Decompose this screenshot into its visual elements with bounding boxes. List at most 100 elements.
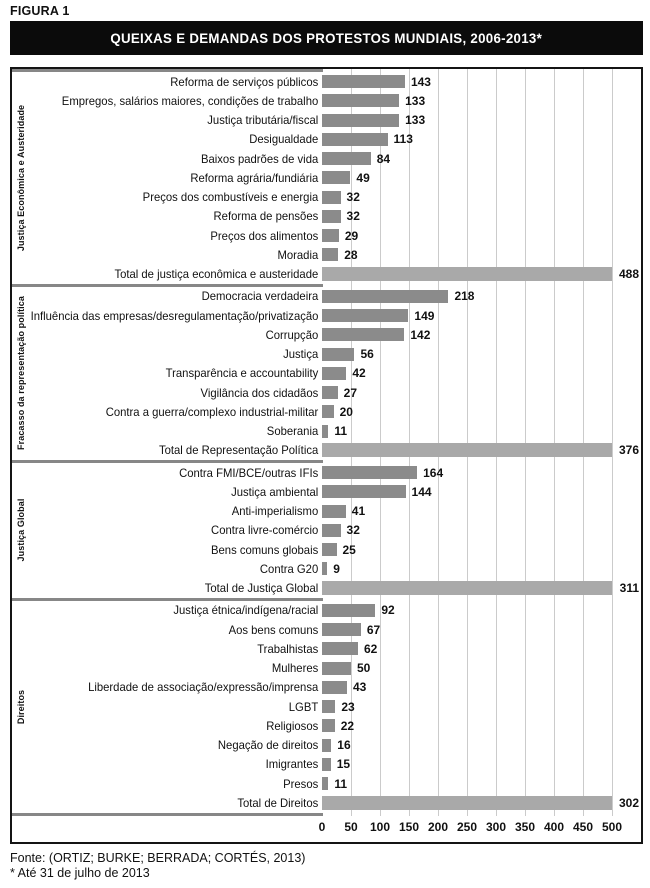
bar-value: 27 <box>343 385 358 400</box>
group-section: Direitos Justiça étnica/indígena/racial 92… <box>12 601 641 813</box>
figure-label: FIGURA 1 <box>10 4 70 18</box>
bar <box>322 485 406 499</box>
bar-area: 32 <box>322 207 641 226</box>
bar <box>322 75 405 89</box>
bar-value: 84 <box>376 151 391 166</box>
category-label: Reforma de pensões <box>213 209 319 224</box>
group-separator <box>12 283 323 287</box>
bar-value: 49 <box>356 170 370 185</box>
bar <box>322 113 400 127</box>
category-label: Transparência e accountability <box>165 366 319 381</box>
bar-row: Liberdade de associação/expressão/impren… <box>12 678 641 697</box>
category-label: Presos <box>283 776 319 791</box>
group-separator <box>12 812 323 816</box>
axis-tick-label: 100 <box>369 819 391 834</box>
gridline <box>525 69 526 816</box>
axis-tick-label: 200 <box>427 819 449 834</box>
bar <box>322 405 334 419</box>
category-label: Trabalhistas <box>257 641 319 656</box>
bar-row: Contra FMI/BCE/outras IFIs 164 <box>12 463 641 482</box>
bar-row: LGBT 23 <box>12 697 641 716</box>
total-bar <box>322 443 612 458</box>
group-section: Fracasso da representação política Democr… <box>12 287 641 460</box>
gridline <box>496 69 497 816</box>
bar-area: 133 <box>322 91 641 110</box>
bar-area: 376 <box>322 441 641 460</box>
bar-area: 143 <box>322 72 641 91</box>
bar <box>322 386 338 400</box>
category-label: Reforma agrária/fundiária <box>190 170 319 185</box>
total-row: Total de justiça econômica e austeridade… <box>12 265 641 284</box>
bar <box>322 94 400 108</box>
bar-area: 15 <box>322 755 641 774</box>
bar-area: 218 <box>322 287 641 306</box>
bar-value: 376 <box>618 443 639 458</box>
bar-area: 62 <box>322 639 641 658</box>
bar <box>322 523 341 537</box>
gridline <box>409 69 410 816</box>
bar-value: 56 <box>360 347 374 362</box>
bar <box>322 347 355 361</box>
bar-row: Reforma agrária/fundiária 49 <box>12 168 641 187</box>
gridline <box>351 69 352 816</box>
bar-row: Moradia 28 <box>12 245 641 264</box>
bar-area: 20 <box>322 402 641 421</box>
bar-row: Justiça 56 <box>12 345 641 364</box>
bar-row: Negação de direitos 16 <box>12 736 641 755</box>
total-label: Total de justiça econômica e austeridade <box>114 267 319 282</box>
bar-area: 67 <box>322 620 641 639</box>
bar-value: 42 <box>352 366 366 381</box>
bar-value: 32 <box>346 190 360 205</box>
bar <box>322 132 388 146</box>
category-label: Desigualdade <box>249 132 319 147</box>
category-label: Contra FMI/BCE/outras IFIs <box>179 465 319 480</box>
bar-area: 49 <box>322 168 641 187</box>
bar <box>322 543 337 557</box>
category-label: LGBT <box>288 699 319 714</box>
bar-value: 488 <box>618 267 639 282</box>
axis-tick-label: 50 <box>344 819 358 834</box>
bar <box>322 289 449 303</box>
bar-row: Justiça ambiental 144 <box>12 482 641 501</box>
category-label: Contra livre-comércio <box>211 523 319 538</box>
total-row: Total de Representação Política 376 <box>12 441 641 460</box>
bar-row: Religiosos 22 <box>12 716 641 735</box>
category-label: Vigilância dos cidadãos <box>200 385 319 400</box>
bar-row: Vigilância dos cidadãos 27 <box>12 383 641 402</box>
category-label: Influência das empresas/desregulamentaçã… <box>30 308 319 323</box>
chart-plot-area: Justiça Econômica e Austeridade Reforma d… <box>10 67 643 844</box>
bar <box>322 757 331 771</box>
axis-tick-label: 250 <box>456 819 478 834</box>
bar <box>322 623 361 637</box>
bar-row: Trabalhistas 62 <box>12 639 641 658</box>
source-note: Fonte: (ORTIZ; BURKE; BERRADA; CORTÉS, 2… <box>10 851 306 865</box>
bar <box>322 171 351 185</box>
bar-row: Desigualdade 113 <box>12 130 641 149</box>
bar-area: 27 <box>322 383 641 402</box>
x-axis: 0 50 100 150 200 250 300 350 400 450 500 <box>12 816 641 842</box>
category-label: Democracia verdadeira <box>201 289 319 304</box>
bar <box>322 209 341 223</box>
bar <box>322 424 329 438</box>
bar-area: 144 <box>322 482 641 501</box>
category-label: Corrupção <box>265 327 319 342</box>
group-section: Justiça Global Contra FMI/BCE/outras IFIs… <box>12 463 641 598</box>
bar-area: 32 <box>322 521 641 540</box>
chart-title: QUEIXAS E DEMANDAS DOS PROTESTOS MUNDIAI… <box>110 30 543 46</box>
bar-row: Aos bens comuns 67 <box>12 620 641 639</box>
bar-value: 92 <box>381 603 395 618</box>
bar <box>322 719 335 733</box>
bar-row: Empregos, salários maiores, condições de… <box>12 91 641 110</box>
group-label-wrap: Direitos <box>13 601 28 813</box>
gridline <box>583 69 584 816</box>
bar-value: 133 <box>405 113 426 128</box>
bar-row: Reforma de serviços públicos 143 <box>12 72 641 91</box>
category-label: Liberdade de associação/expressão/impren… <box>88 680 319 695</box>
gridline <box>438 69 439 816</box>
bar <box>322 661 351 675</box>
bar-area: 142 <box>322 325 641 344</box>
bar <box>322 777 329 791</box>
bar-row: Justiça étnica/indígena/racial 92 <box>12 601 641 620</box>
category-label: Justiça tributária/fiscal <box>207 113 319 128</box>
bar-area: 25 <box>322 540 641 559</box>
